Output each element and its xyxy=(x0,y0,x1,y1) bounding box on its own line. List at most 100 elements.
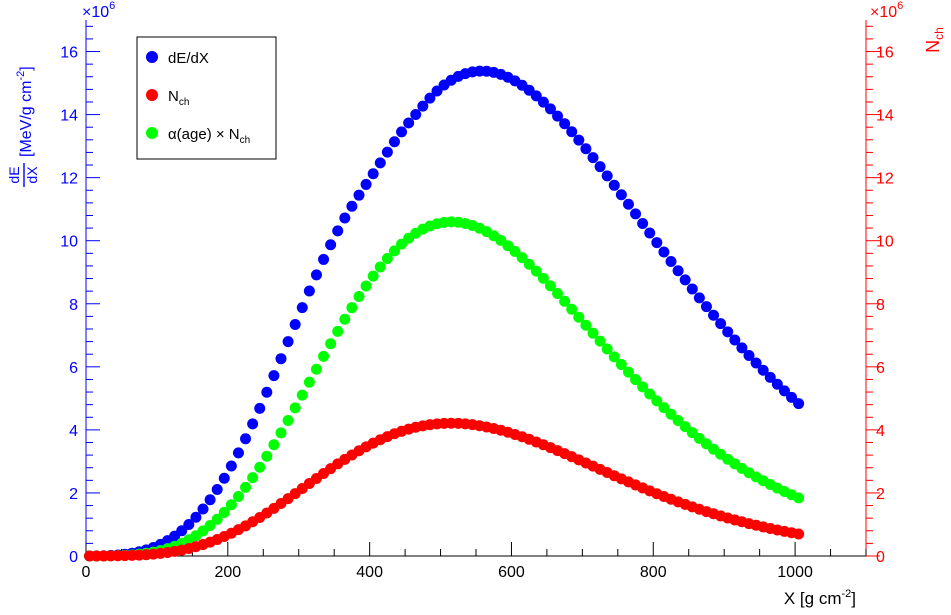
data-point xyxy=(580,319,592,331)
data-point xyxy=(261,450,273,462)
data-point xyxy=(240,433,252,445)
left-exponent: ×106 xyxy=(82,0,115,21)
data-point xyxy=(622,198,634,210)
data-point xyxy=(637,381,649,393)
tick-marks xyxy=(85,25,880,557)
left-exponent-power: 6 xyxy=(109,0,115,12)
legend-marker-nch xyxy=(146,89,158,101)
data-point xyxy=(594,335,606,347)
data-point xyxy=(225,460,237,472)
y-axis-title-right-sub: ch xyxy=(932,27,946,40)
data-point xyxy=(615,359,627,371)
right-tick-label: 0 xyxy=(876,549,885,566)
data-point xyxy=(594,161,606,173)
data-point xyxy=(403,117,415,129)
x-tick-label: 200 xyxy=(214,564,241,581)
svg-text:×106: ×106 xyxy=(82,0,115,21)
legend-marker-dedx xyxy=(146,51,158,63)
data-point xyxy=(693,292,705,304)
data-point xyxy=(176,525,188,537)
data-point xyxy=(232,490,244,502)
data-point xyxy=(296,302,308,314)
data-point xyxy=(566,126,578,138)
data-point xyxy=(786,391,798,403)
data-point xyxy=(637,217,649,229)
data-point xyxy=(601,170,613,182)
svg-text:Nch: Nch xyxy=(923,27,946,53)
data-point xyxy=(303,376,315,388)
left-tick-label: 12 xyxy=(60,171,78,188)
data-point xyxy=(325,338,337,350)
data-point xyxy=(197,503,209,515)
right-tick-label: 14 xyxy=(876,108,894,125)
x-tick-label: 600 xyxy=(498,564,525,581)
data-point xyxy=(381,146,393,158)
data-point xyxy=(339,212,351,224)
data-point xyxy=(587,152,599,164)
data-point xyxy=(225,499,237,511)
data-point xyxy=(381,253,393,265)
y-axis-title-frac-num: dE xyxy=(6,166,22,183)
legend-label-alpha-prefix: α(age) × xyxy=(168,126,229,143)
right-tick-label: 2 xyxy=(876,486,885,503)
left-tick-label: 2 xyxy=(69,486,78,503)
data-point xyxy=(573,311,585,323)
data-point xyxy=(715,318,727,330)
data-point xyxy=(566,303,578,315)
x-tick-label: 800 xyxy=(640,564,667,581)
data-point xyxy=(190,511,202,523)
data-point xyxy=(509,245,521,257)
data-point xyxy=(544,103,556,115)
data-point xyxy=(218,472,230,484)
left-tick-label: 16 xyxy=(60,45,78,62)
data-point xyxy=(665,255,677,267)
data-point xyxy=(282,415,294,427)
data-point xyxy=(516,252,528,264)
left-exponent-base: ×10 xyxy=(82,4,109,21)
y-axis-title-right: Nch xyxy=(923,27,946,53)
legend-label-nch-main: N xyxy=(168,88,179,105)
y-axis-title-unit-sup: -2 xyxy=(15,71,27,81)
legend-label-nch: Nch xyxy=(168,88,189,108)
data-point xyxy=(665,408,677,420)
left-tick-label: 8 xyxy=(69,297,78,314)
data-point xyxy=(708,309,720,321)
data-markers xyxy=(84,65,805,562)
data-point xyxy=(332,325,344,337)
data-point xyxy=(374,261,386,273)
data-point xyxy=(360,178,372,190)
data-point xyxy=(750,357,762,369)
left-tick-label: 0 xyxy=(69,549,78,566)
x-tick-label: 1000 xyxy=(777,564,813,581)
data-point xyxy=(736,342,748,354)
data-point xyxy=(353,291,365,303)
right-tick-label: 4 xyxy=(876,423,885,440)
data-point xyxy=(559,295,571,307)
data-point xyxy=(211,513,223,525)
data-point xyxy=(630,374,642,386)
data-point xyxy=(622,366,634,378)
data-point xyxy=(183,518,195,530)
y-axis-title-unit: [MeV/g cm-2] xyxy=(15,66,35,157)
right-tick-label: 8 xyxy=(876,297,885,314)
data-point xyxy=(289,402,301,414)
data-point xyxy=(367,168,379,180)
data-point xyxy=(580,143,592,155)
data-point xyxy=(268,370,280,382)
data-point xyxy=(778,385,790,397)
data-point xyxy=(346,302,358,314)
data-point xyxy=(275,427,287,439)
data-point xyxy=(630,208,642,220)
series-1 xyxy=(84,417,805,562)
data-point xyxy=(410,108,422,120)
data-point xyxy=(523,258,535,270)
data-point xyxy=(339,313,351,325)
data-point xyxy=(573,134,585,146)
x-axis-title-main: X [g cm xyxy=(784,589,842,608)
data-point xyxy=(318,253,330,265)
left-tick-label: 14 xyxy=(60,108,78,125)
data-point xyxy=(303,285,315,297)
x-axis-title: X [g cm-2] xyxy=(784,588,856,608)
data-point xyxy=(700,301,712,313)
data-point xyxy=(601,343,613,355)
